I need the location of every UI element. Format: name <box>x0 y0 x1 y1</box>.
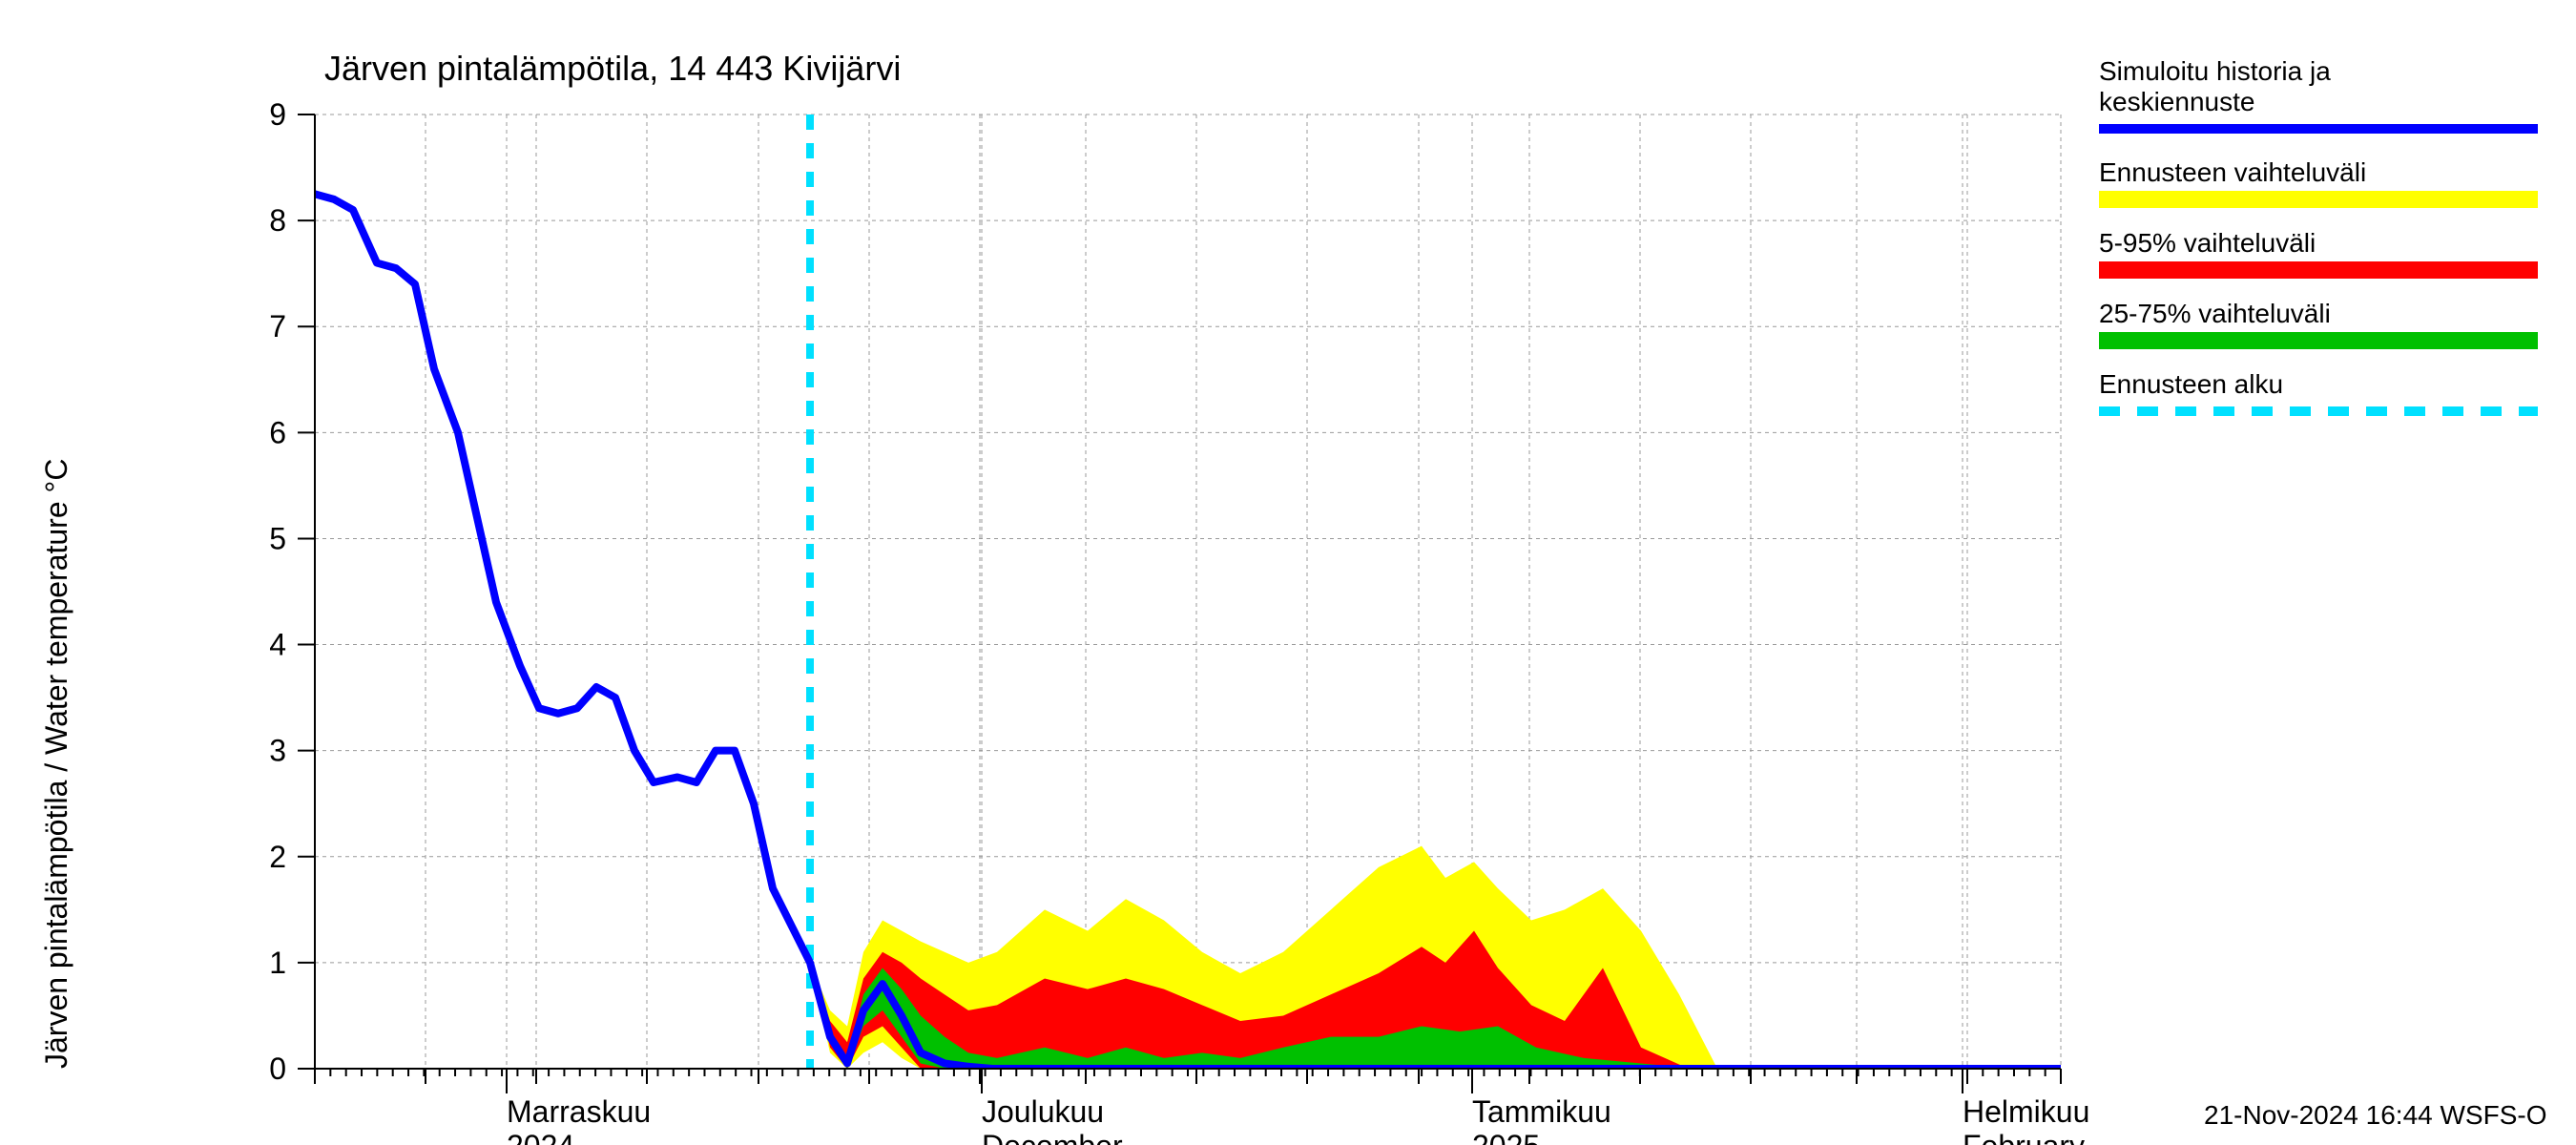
chart-svg: 0 1 2 3 4 5 6 7 8 9 Marraskuu2024 JoulukuuDecember T… <box>0 0 2576 1145</box>
y-tick-label: 6 <box>269 415 286 449</box>
y-tick-label: 1 <box>269 946 286 980</box>
x-month-sublabel: 2025 <box>1472 1129 1540 1145</box>
chart-container: 0 1 2 3 4 5 6 7 8 9 Marraskuu2024 JoulukuuDecember T… <box>0 0 2576 1145</box>
y-tick-label: 8 <box>269 203 286 238</box>
y-tick-label: 7 <box>269 309 286 344</box>
chart-footer: 21-Nov-2024 16:44 WSFS-O <box>2204 1100 2547 1130</box>
x-month-label: Joulukuu <box>982 1094 1104 1129</box>
legend-swatch <box>2099 191 2538 208</box>
legend-item-label2: keskiennuste <box>2099 87 2254 116</box>
y-tick-label: 5 <box>269 521 286 555</box>
x-month-label: Tammikuu <box>1472 1094 1611 1129</box>
legend-item-label: Ennusteen vaihteluväli <box>2099 157 2366 187</box>
legend-swatch <box>2099 261 2538 279</box>
y-tick-label: 9 <box>269 97 286 132</box>
y-tick-label: 0 <box>269 1051 286 1086</box>
x-month-sublabel: February <box>1963 1129 2085 1145</box>
x-month-sublabel: December <box>982 1129 1123 1145</box>
y-tick-label: 3 <box>269 734 286 768</box>
y-tick-label: 4 <box>269 628 286 662</box>
x-month-label: Helmikuu <box>1963 1094 2089 1129</box>
chart-title: Järven pintalämpötila, 14 443 Kivijärvi <box>324 49 901 88</box>
x-month-label: Marraskuu <box>507 1094 651 1129</box>
legend-item-label: 25-75% vaihteluväli <box>2099 299 2331 328</box>
y-axis-label: Järven pintalämpötila / Water temperatur… <box>39 459 73 1069</box>
legend-item-label: Simuloitu historia ja <box>2099 56 2331 86</box>
legend-swatch <box>2099 332 2538 349</box>
legend-item-label: Ennusteen alku <box>2099 369 2283 399</box>
y-tick-label: 2 <box>269 840 286 874</box>
legend-item-label: 5-95% vaihteluväli <box>2099 228 2316 258</box>
x-month-sublabel: 2024 <box>507 1129 574 1145</box>
